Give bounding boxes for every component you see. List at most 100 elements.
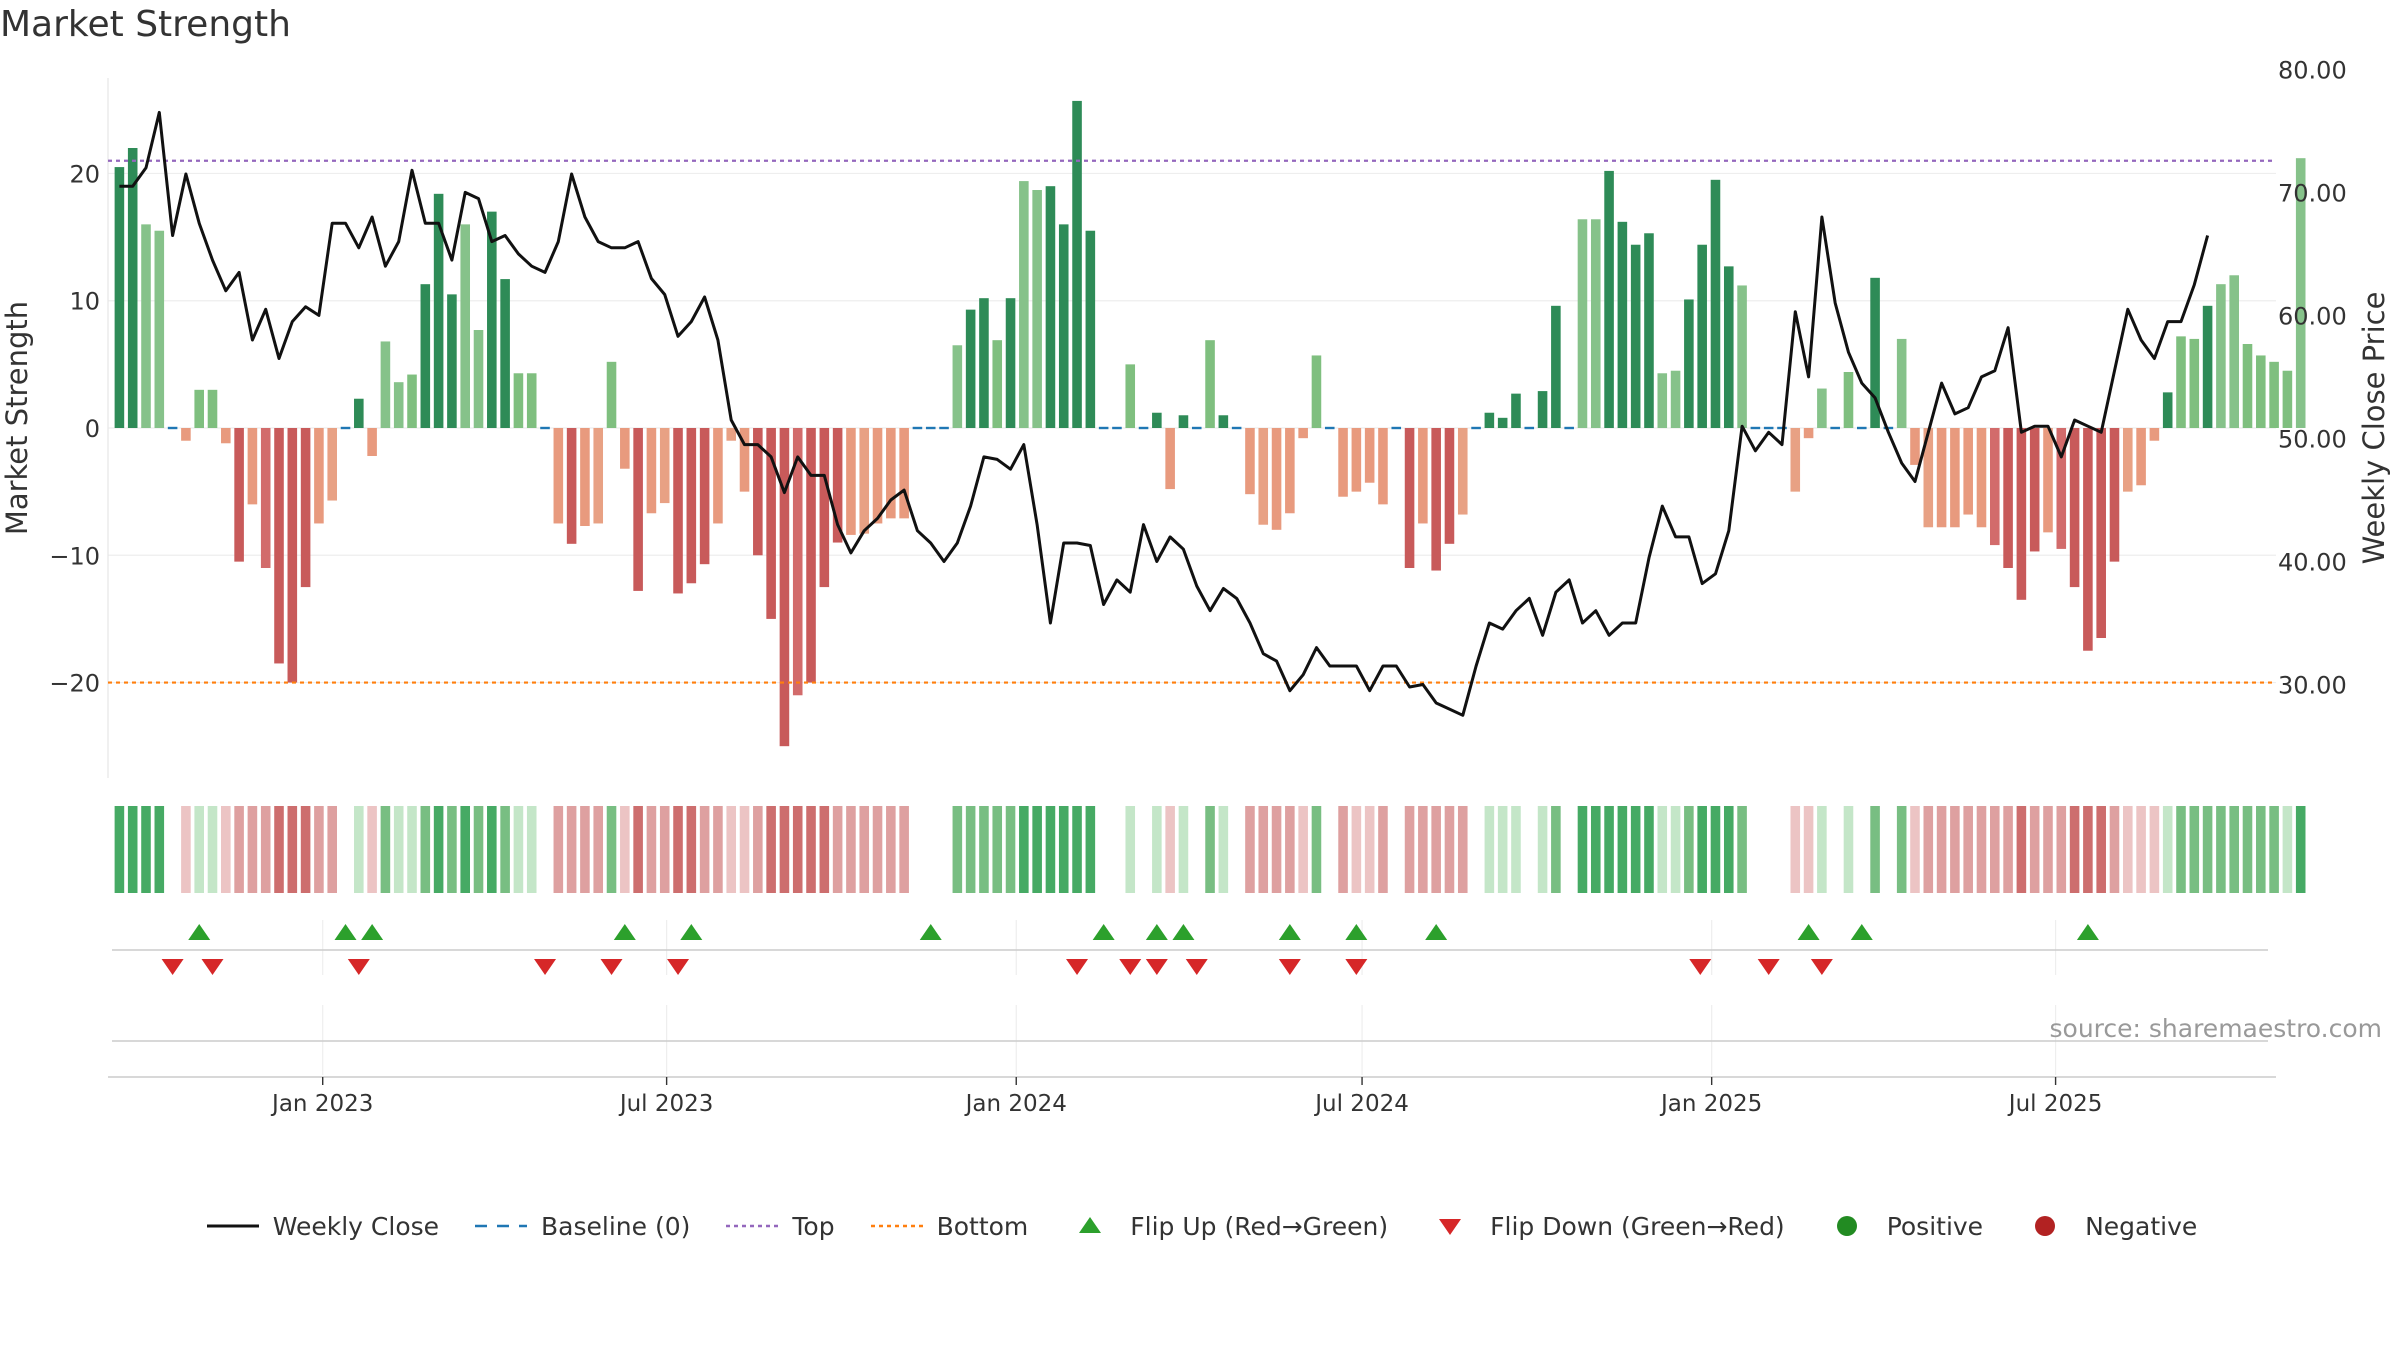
strip-cell	[1391, 806, 1402, 893]
bar	[1484, 412, 1495, 428]
flip-down-marker	[161, 959, 184, 975]
bar	[899, 428, 909, 519]
bar	[859, 428, 870, 534]
flip-down-marker	[1066, 959, 1089, 975]
strip-cell	[1577, 806, 1588, 893]
strip-cell	[1338, 806, 1348, 893]
weekly-close-path	[119, 110, 2210, 717]
bar	[154, 230, 165, 428]
flip-up-marker	[1425, 924, 1448, 940]
strip-cell	[1644, 806, 1654, 893]
strip-cell	[1045, 806, 1056, 893]
bar	[1870, 277, 1880, 428]
bar	[1298, 428, 1308, 439]
bar	[367, 428, 377, 456]
bar	[1205, 340, 1215, 428]
strip-cell	[2282, 806, 2293, 893]
flip-markers	[112, 924, 2268, 1042]
bar	[1112, 426, 1122, 430]
bar	[1989, 428, 2000, 546]
legend-swatch	[2035, 1216, 2056, 1236]
strip-cell	[141, 806, 151, 893]
bar	[194, 389, 204, 428]
bar	[965, 309, 976, 428]
strip-cell	[447, 806, 457, 893]
flip-up-marker	[361, 924, 384, 940]
bar	[1697, 244, 1707, 428]
bar	[141, 224, 151, 428]
y-axis-left-label: Market Strength	[0, 301, 34, 535]
legend-label: Weekly Close	[272, 1211, 440, 1241]
bar	[1763, 426, 1774, 430]
strip-cell	[1870, 806, 1880, 893]
strip-cell	[1231, 806, 1242, 893]
strip-cell	[2096, 806, 2106, 893]
bar	[1923, 428, 1934, 528]
bar	[487, 211, 497, 428]
bar	[1019, 181, 1029, 428]
strip-cell	[1830, 806, 1840, 893]
bar	[1125, 364, 1136, 428]
bar	[1750, 426, 1761, 430]
bar	[460, 224, 471, 428]
bar	[952, 345, 963, 428]
strip-cell	[2123, 806, 2133, 893]
bar	[1138, 426, 1149, 430]
strip-cell	[1697, 806, 1707, 893]
bar	[1896, 338, 1907, 428]
bar	[1311, 355, 1322, 428]
strip-cell	[1590, 806, 1601, 893]
bar	[1511, 393, 1521, 428]
bar	[886, 428, 896, 519]
bar	[553, 428, 564, 524]
bar	[1045, 186, 1056, 428]
strip-cell	[367, 806, 377, 893]
strip-cell	[1085, 806, 1096, 893]
strip-cell	[620, 806, 630, 893]
bar	[167, 426, 178, 430]
bar	[819, 428, 830, 588]
strip-cell	[1444, 806, 1455, 893]
bar	[1670, 370, 1681, 428]
bar	[447, 294, 457, 428]
bar	[1098, 426, 1109, 430]
strip-cell	[2043, 806, 2053, 893]
legend-item: Flip Down (Green→Red)	[1420, 1211, 1785, 1241]
bar	[1431, 428, 1441, 571]
strip-cell	[1484, 806, 1495, 893]
legend-item: Top	[722, 1211, 835, 1241]
bar	[2043, 428, 2053, 533]
strip-cell	[260, 806, 271, 893]
y-axis-right-label: Weekly Close Price	[2357, 292, 2391, 565]
legend-item: Weekly Close	[203, 1211, 439, 1241]
strip-cell	[939, 806, 949, 893]
strip-cell	[952, 806, 963, 893]
bar	[1457, 428, 1468, 515]
strip-cell	[2069, 806, 2080, 893]
strip-cell	[1657, 806, 1668, 893]
bar	[1910, 428, 1920, 465]
x-tick-label: Jul 2025	[2007, 1091, 2103, 1117]
bar	[739, 428, 750, 492]
bar	[2216, 284, 2226, 428]
bar	[207, 389, 218, 428]
bar	[779, 428, 790, 747]
y-tick-label: 10	[69, 288, 100, 316]
strip-cell	[766, 806, 776, 893]
bar	[1032, 190, 1042, 428]
bar	[1418, 428, 1428, 524]
strip-cell	[1364, 806, 1375, 893]
y2-tick-label: 50.00	[2278, 425, 2347, 453]
bar	[992, 340, 1003, 428]
bar	[1058, 224, 1069, 428]
bar	[1391, 426, 1402, 430]
bar	[1737, 285, 1747, 428]
y-axis-left: −20 −10 0 10 20	[49, 160, 100, 697]
bar	[606, 361, 617, 428]
bar	[1378, 428, 1388, 505]
bar	[659, 428, 670, 504]
strip-cell	[2242, 806, 2253, 893]
strip-cell	[580, 806, 590, 893]
bar	[1178, 415, 1189, 428]
